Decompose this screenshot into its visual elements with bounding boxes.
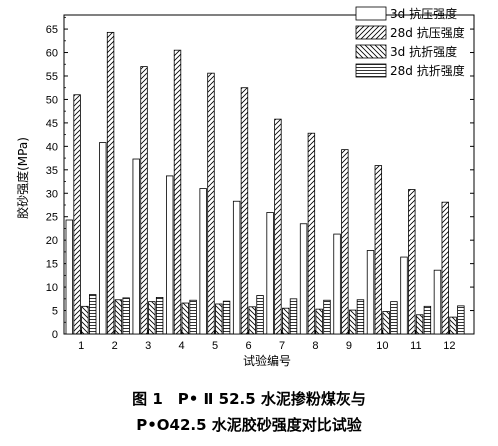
bar-series-2-cat-11	[408, 189, 416, 335]
y-tick-label: 40	[46, 141, 58, 153]
bar-series-3-cat-1	[81, 305, 89, 335]
bar-series-3-cat-2	[114, 299, 123, 335]
bar-series-4-cat-6	[256, 295, 264, 335]
bar-series-4-cat-5	[222, 300, 231, 335]
bar-series-3-cat-6	[248, 306, 256, 335]
bar-series-2-cat-5	[207, 72, 215, 335]
bar-series-1-cat-7	[266, 212, 274, 335]
bar-series-4-cat-10	[390, 301, 398, 335]
bar-series-3-cat-5	[215, 303, 223, 335]
x-tick-label: 5	[212, 340, 218, 352]
bar-series-1-cat-8	[299, 223, 308, 335]
bar-series-2-cat-3	[140, 66, 148, 335]
y-tick-label: 35	[46, 165, 58, 177]
x-tick-label: 8	[312, 340, 318, 352]
bar-series-4-cat-12	[457, 305, 465, 335]
bar-series-2-cat-2	[106, 31, 115, 335]
figure-caption: 图 1 P• Ⅱ 52.5 水泥掺粉煤灰与 P•O42.5 水泥胶砂强度对比试验	[0, 386, 498, 438]
bar-series-2-cat-8	[307, 132, 316, 335]
bar-series-1-cat-4	[166, 175, 174, 335]
bar-series-1-cat-6	[232, 200, 241, 335]
bar-series-2-cat-6	[240, 87, 249, 335]
x-axis-title: 试验编号	[243, 353, 291, 368]
bar-series-1-cat-2	[99, 142, 107, 335]
bar-series-1-cat-5	[199, 188, 207, 335]
bar-series-2-cat-10	[374, 165, 383, 335]
legend-swatch-2	[355, 25, 387, 40]
bar-series-4-cat-9	[356, 299, 365, 335]
bar-series-4-cat-4	[189, 299, 197, 335]
bar-series-3-cat-9	[348, 309, 357, 335]
x-axis: 1 2 3 4 5 6 7 8 9 10 11 12	[78, 330, 455, 352]
y-axis-title: 胶砂强度(MPa)	[15, 137, 30, 219]
legend-swatch-4	[355, 63, 387, 78]
y-tick-label: 45	[46, 118, 58, 130]
bar-series-4-cat-1	[89, 294, 97, 335]
y-tick-label: 55	[46, 71, 58, 83]
x-tick-label: 10	[376, 340, 388, 352]
bar-series-group	[65, 31, 465, 335]
bar-series-3-cat-4	[181, 302, 190, 335]
x-tick-label: 1	[78, 340, 84, 352]
bar-series-1-cat-12	[433, 269, 442, 335]
bar-series-3-cat-3	[148, 301, 156, 335]
y-tick-label: 20	[46, 235, 58, 247]
legend-label-3: 3d 抗折强度	[390, 44, 457, 59]
y-tick-label: 10	[46, 282, 58, 294]
legend-swatch-3	[355, 44, 387, 59]
bar-series-3-cat-8	[315, 308, 323, 335]
bar-series-2-cat-12	[441, 201, 449, 335]
x-tick-label: 3	[145, 340, 151, 352]
bar-series-2-cat-9	[341, 149, 349, 335]
bar-series-3-cat-12	[449, 316, 457, 335]
x-tick-label: 2	[112, 340, 118, 352]
caption-line-2: P•O42.5 水泥胶砂强度对比试验	[136, 416, 362, 434]
y-tick-label: 5	[52, 306, 58, 318]
bar-series-2-cat-4	[173, 49, 182, 335]
bar-series-4-cat-3	[155, 297, 164, 335]
bar-series-4-cat-8	[323, 299, 331, 335]
x-tick-label: 11	[410, 340, 421, 352]
bar-series-3-cat-7	[282, 307, 290, 335]
legend-label-2: 28d 抗压强度	[390, 25, 465, 40]
legend-label-4: 28d 抗折强度	[390, 63, 465, 78]
y-tick-label: 60	[46, 48, 58, 60]
legend-swatch-1	[355, 6, 387, 21]
bar-series-4-cat-7	[289, 298, 298, 335]
y-tick-label: 0	[52, 329, 58, 341]
bar-series-1-cat-11	[400, 256, 408, 335]
x-tick-label: 4	[179, 340, 185, 352]
x-tick-label: 12	[443, 340, 455, 352]
bar-series-3-cat-10	[382, 311, 390, 335]
bar-series-3-cat-11	[415, 314, 424, 335]
y-tick-label: 30	[46, 188, 58, 200]
caption-line-1: 图 1 P• Ⅱ 52.5 水泥掺粉煤灰与	[132, 390, 366, 408]
bar-series-4-cat-2	[122, 297, 130, 335]
bar-series-1-cat-9	[333, 233, 341, 335]
legend: 3d 抗压强度 28d 抗压强度 3d 抗折强度 28d 抗折强度	[355, 6, 465, 78]
y-tick-label: 25	[46, 212, 58, 224]
y-tick-label: 65	[46, 24, 58, 36]
bar-series-1-cat-1	[65, 219, 73, 335]
bar-series-4-cat-11	[423, 305, 432, 335]
legend-label-1: 3d 抗压强度	[390, 6, 457, 21]
x-tick-label: 6	[245, 340, 251, 352]
y-axis: 0 5 10 15 20 25 30 35 40 45 50 55 60 65	[46, 16, 474, 341]
bar-series-2-cat-7	[274, 118, 282, 335]
y-tick-label: 50	[46, 94, 58, 106]
x-tick-label: 7	[279, 340, 285, 352]
bar-series-2-cat-1	[73, 94, 81, 335]
bar-series-1-cat-10	[366, 250, 375, 335]
y-tick-label: 15	[46, 259, 58, 271]
bar-series-1-cat-3	[132, 158, 140, 335]
x-tick-label: 9	[346, 340, 352, 352]
